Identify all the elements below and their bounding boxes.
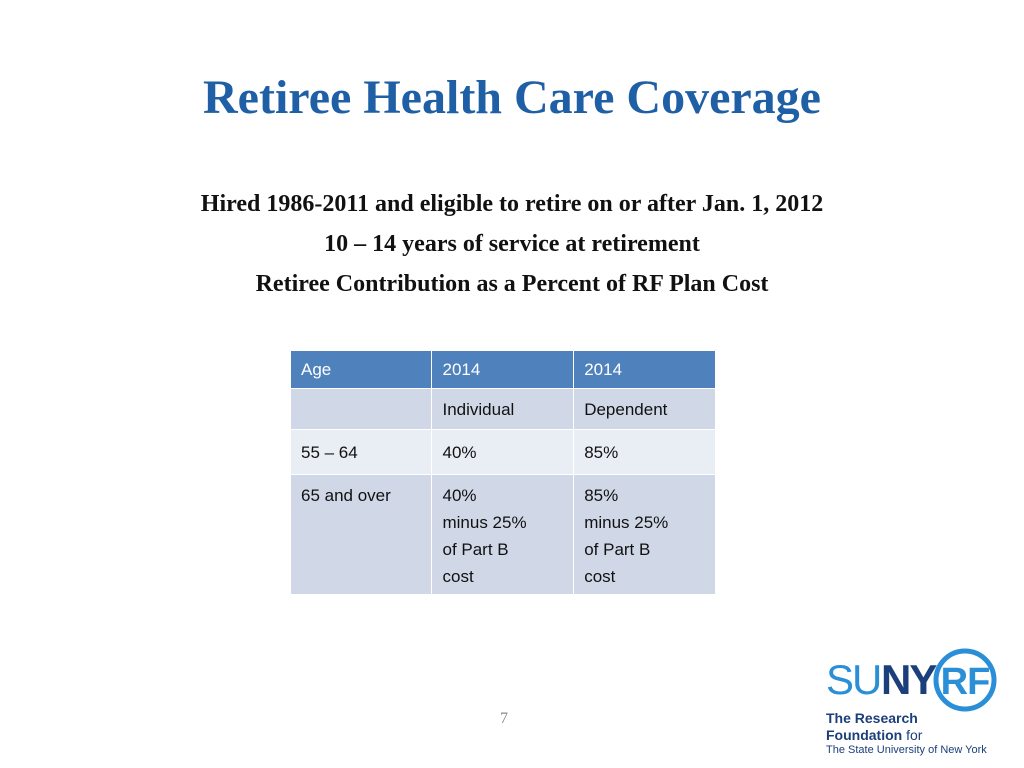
table-row: Individual Dependent <box>289 388 716 430</box>
logo-line-foundation: Foundation for <box>826 727 922 743</box>
table-cell-age <box>289 388 433 430</box>
header-year-dependent: 2014 <box>573 350 716 389</box>
svg-text:SU: SU <box>826 656 880 703</box>
logo-for-word: for <box>902 727 923 743</box>
contribution-table: Age 2014 2014 Individual Dependent 55 – … <box>289 350 716 595</box>
table-cell-individual: 40% <box>431 429 575 475</box>
table-cell-age: 55 – 64 <box>289 429 433 475</box>
slide-title: Retiree Health Care Coverage <box>203 71 821 124</box>
logo-line-research: The Research <box>826 710 918 726</box>
subtitle-block: Hired 1986-2011 and eligible to retire o… <box>0 184 1024 304</box>
subtitle-line-years: 10 – 14 years of service at retirement <box>324 231 700 257</box>
subtitle-line-contribution: Retiree Contribution as a Percent of RF … <box>255 271 769 297</box>
table-cell-dependent: Dependent <box>573 388 716 430</box>
table-cell-individual: Individual <box>431 388 575 430</box>
contribution-table-wrap: Age 2014 2014 Individual Dependent 55 – … <box>289 350 716 595</box>
svg-text:NY: NY <box>881 656 937 703</box>
svg-text:RF: RF <box>941 661 990 703</box>
logo-line-university: The State University of New York <box>826 744 987 756</box>
table-header-row: Age 2014 2014 <box>289 350 716 389</box>
logo-foundation-word: Foundation <box>826 727 903 743</box>
page-number: 7 <box>500 710 508 727</box>
table-row: 65 and over 40% minus 25% of Part B cost… <box>289 474 716 595</box>
header-year-individual: 2014 <box>431 350 575 389</box>
suny-rf-logo: SU NY RF The Research Foundation for The… <box>824 648 1004 760</box>
header-age: Age <box>289 350 433 389</box>
table-row: 55 – 64 40% 85% <box>289 429 716 475</box>
table-cell-dependent: 85% minus 25% of Part B cost <box>573 474 716 595</box>
table-cell-individual: 40% minus 25% of Part B cost <box>431 474 575 595</box>
suny-rf-wordmark-icon: SU NY RF <box>826 648 997 712</box>
subtitle-line-hired: Hired 1986-2011 and eligible to retire o… <box>200 191 824 217</box>
table-cell-dependent: 85% <box>573 429 716 475</box>
table-cell-age: 65 and over <box>289 474 433 595</box>
